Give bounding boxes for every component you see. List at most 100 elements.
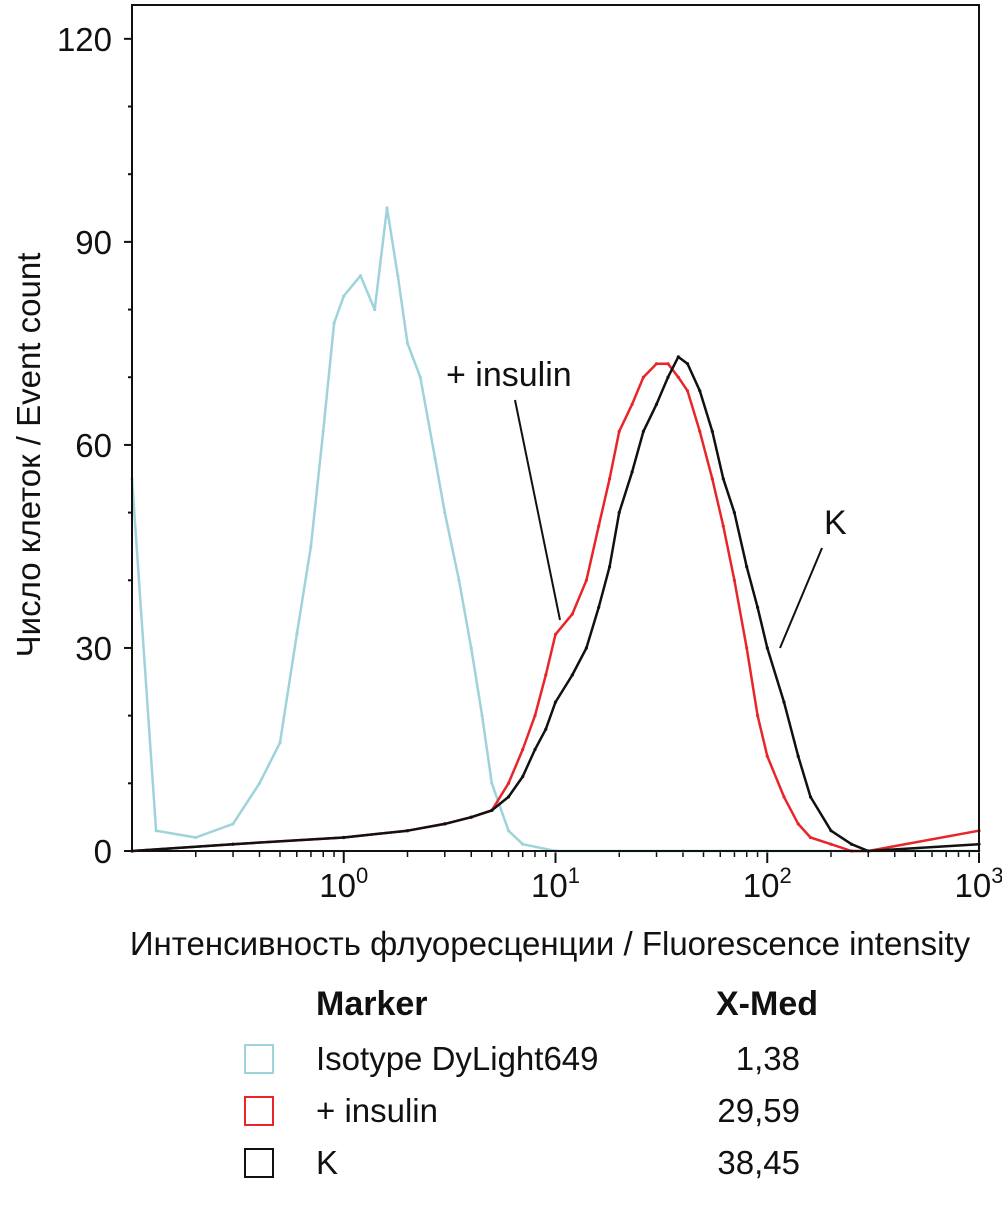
series-point: [231, 842, 235, 846]
series-point: [849, 842, 854, 846]
y-tick-label: 30: [75, 630, 112, 667]
series-point: [796, 754, 800, 758]
annotation-insulin-pointer: [514, 399, 561, 621]
series-point: [570, 612, 574, 616]
series-point: [521, 842, 525, 846]
series-point: [745, 646, 749, 650]
series-point: [570, 673, 574, 677]
series-point: [765, 754, 769, 758]
series-point: [685, 389, 690, 393]
series-point: [676, 375, 680, 379]
legend-swatch-k: [244, 1148, 274, 1178]
annotation-layer: + insulin K: [446, 356, 847, 649]
series-point: [584, 646, 589, 650]
series-point: [480, 714, 484, 718]
series-point: [710, 477, 714, 481]
series-point: [698, 389, 702, 393]
series-point: [342, 835, 346, 840]
histogram-chart: 0 30 60 90 120 100 101 102 103 + insulin K Числ…: [10, 4, 1002, 962]
y-tick-label: 90: [75, 224, 112, 261]
y-axis-title: Число клеток / Event count: [10, 253, 47, 658]
x-axis-title: Интенсивность флуоресценции / Fluorescen…: [130, 925, 971, 962]
series-point: [154, 829, 158, 833]
series-point: [630, 402, 634, 406]
series-point: [457, 578, 461, 582]
legend-swatch-insulin: [244, 1096, 274, 1126]
legend-header-marker: Marker: [316, 985, 428, 1023]
series-point: [332, 321, 336, 325]
series-point: [506, 781, 511, 785]
x-tick-label: 103: [955, 863, 1002, 904]
series-point: [521, 775, 525, 779]
series-point: [490, 808, 494, 813]
series-line-1: [131, 362, 980, 853]
series-point: [829, 829, 833, 833]
plot-frame: [131, 4, 980, 852]
y-tick-label: 120: [57, 21, 112, 58]
series-point: [732, 578, 737, 582]
series-point: [373, 308, 377, 312]
annotation-insulin-label: + insulin: [446, 356, 572, 394]
series-point: [358, 274, 363, 278]
x-tick-label: 102: [743, 863, 792, 904]
series-line-2: [131, 355, 980, 853]
series-point: [808, 795, 813, 799]
series-line-0: [130, 206, 979, 853]
series-point: [796, 822, 800, 826]
legend: Marker X-Med Isotype DyLight649 1,38 + i…: [240, 985, 840, 1185]
series-point: [506, 795, 511, 799]
series-point: [654, 362, 659, 366]
series-point: [521, 747, 525, 752]
series-point: [396, 274, 400, 278]
legend-value-isotype: 1,38: [735, 1040, 800, 1077]
series-point: [342, 294, 346, 298]
series-point: [666, 362, 670, 366]
series-point: [782, 795, 786, 799]
series-point: [630, 470, 634, 474]
series-point: [553, 632, 558, 637]
series-point: [608, 477, 612, 481]
legend-header-xmed: X-Med: [716, 985, 818, 1023]
series-point: [756, 605, 760, 610]
y-tick-label: 0: [94, 833, 112, 870]
series-point: [194, 835, 198, 840]
series-point: [782, 700, 786, 704]
series-point: [597, 605, 601, 610]
series-point: [617, 429, 621, 433]
series-point: [745, 565, 749, 569]
series-point: [533, 747, 537, 752]
series-point: [321, 429, 325, 433]
series-point: [405, 829, 410, 833]
series-point: [469, 815, 473, 819]
series-point: [829, 842, 833, 846]
series-point: [617, 510, 621, 515]
series-point: [676, 355, 680, 359]
series-point: [405, 341, 410, 345]
series-point: [385, 206, 389, 210]
series-point: [608, 565, 612, 569]
series-point: [490, 781, 494, 785]
series-point: [533, 714, 537, 718]
series-point: [418, 375, 422, 379]
series-point: [721, 477, 725, 481]
annotation-k-label: K: [824, 504, 847, 542]
series-point: [231, 822, 235, 826]
legend-value-k: 38,45: [717, 1144, 800, 1181]
series-point: [808, 835, 813, 840]
series-point: [544, 727, 548, 731]
legend-row-insulin: + insulin 29,59: [240, 1092, 840, 1132]
series-point: [698, 429, 702, 433]
series-point: [443, 510, 447, 515]
series-point: [553, 700, 558, 704]
series-point: [721, 524, 725, 528]
series-point: [641, 375, 646, 379]
y-tick-label: 60: [75, 427, 112, 464]
series-point: [756, 714, 760, 718]
x-tick-label: 100: [319, 863, 368, 904]
series-layer: [130, 206, 981, 853]
series-point: [654, 402, 659, 406]
series-point: [641, 429, 646, 433]
x-axis-ticks: 100 101 102 103: [194, 851, 1002, 904]
series-point: [433, 456, 437, 461]
series-point: [295, 632, 299, 637]
